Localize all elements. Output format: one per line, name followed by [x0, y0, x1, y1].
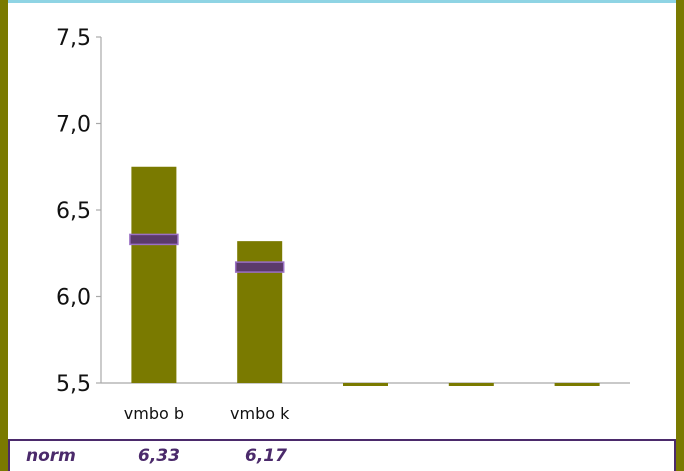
norm-value-vmbo-b: 6,33: [138, 446, 180, 466]
norm-marker: [129, 233, 179, 246]
norm-marker: [234, 261, 285, 273]
y-axis: 5,5 6,0 6,5 7,0 7,5: [56, 26, 630, 397]
norm-row: norm 6,33 6,17: [8, 439, 676, 471]
bar: [131, 166, 177, 383]
x-category-label: vmbo k: [230, 404, 290, 423]
x-axis-labels: vmbo b vmbo k: [124, 404, 290, 423]
y-tick-label: 6,5: [56, 199, 91, 224]
y-tick-label: 5,5: [56, 372, 91, 397]
bar: [554, 383, 600, 386]
bar-chart: 5,5 6,0 6,5 7,0 7,5 vmbo b vmbo k: [56, 26, 630, 423]
y-tick-label: 7,5: [56, 26, 91, 51]
bars-group: [131, 166, 600, 386]
y-tick-label: 6,0: [56, 286, 91, 311]
norm-value-vmbo-k: 6,17: [245, 446, 287, 466]
chart-frame: 5,5 6,0 6,5 7,0 7,5 vmbo b vmbo k norm 6,33 6…: [8, 0, 676, 471]
norm-label: norm: [26, 446, 76, 466]
y-tick-label: 7,0: [56, 113, 91, 138]
bar: [343, 383, 388, 386]
norm-markers-group: [129, 233, 285, 273]
x-category-label: vmbo b: [124, 404, 184, 423]
bar: [448, 383, 494, 386]
